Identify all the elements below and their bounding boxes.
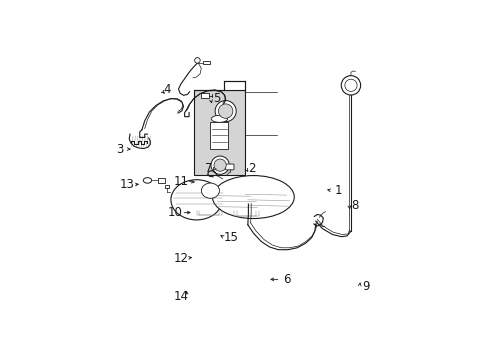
Text: 15: 15 <box>223 231 238 244</box>
Circle shape <box>215 100 236 122</box>
Ellipse shape <box>143 177 151 183</box>
FancyBboxPatch shape <box>203 61 209 64</box>
FancyBboxPatch shape <box>164 185 168 188</box>
Text: 10: 10 <box>167 206 183 219</box>
Ellipse shape <box>211 116 227 122</box>
Text: 11: 11 <box>173 175 188 188</box>
Text: 12: 12 <box>173 252 188 265</box>
Ellipse shape <box>201 183 219 198</box>
Circle shape <box>194 58 200 63</box>
Circle shape <box>341 76 360 95</box>
Text: 8: 8 <box>351 199 358 212</box>
Text: 2: 2 <box>248 162 255 175</box>
Text: 9: 9 <box>361 280 368 293</box>
Text: 3: 3 <box>117 143 124 156</box>
FancyBboxPatch shape <box>225 164 233 170</box>
Text: 1: 1 <box>333 184 341 197</box>
Circle shape <box>218 104 232 118</box>
Text: 5: 5 <box>213 92 220 105</box>
FancyBboxPatch shape <box>158 178 164 183</box>
Circle shape <box>214 159 226 171</box>
Text: 13: 13 <box>120 178 134 191</box>
Text: 4: 4 <box>163 83 170 96</box>
Circle shape <box>210 156 229 174</box>
Circle shape <box>344 79 356 91</box>
Ellipse shape <box>171 180 222 220</box>
Text: 7: 7 <box>204 162 212 175</box>
Text: 6: 6 <box>283 273 290 286</box>
Bar <box>210 122 228 149</box>
Text: 14: 14 <box>173 290 188 303</box>
Ellipse shape <box>212 176 294 219</box>
Bar <box>224 81 244 90</box>
Bar <box>193 90 244 175</box>
FancyBboxPatch shape <box>200 93 208 98</box>
